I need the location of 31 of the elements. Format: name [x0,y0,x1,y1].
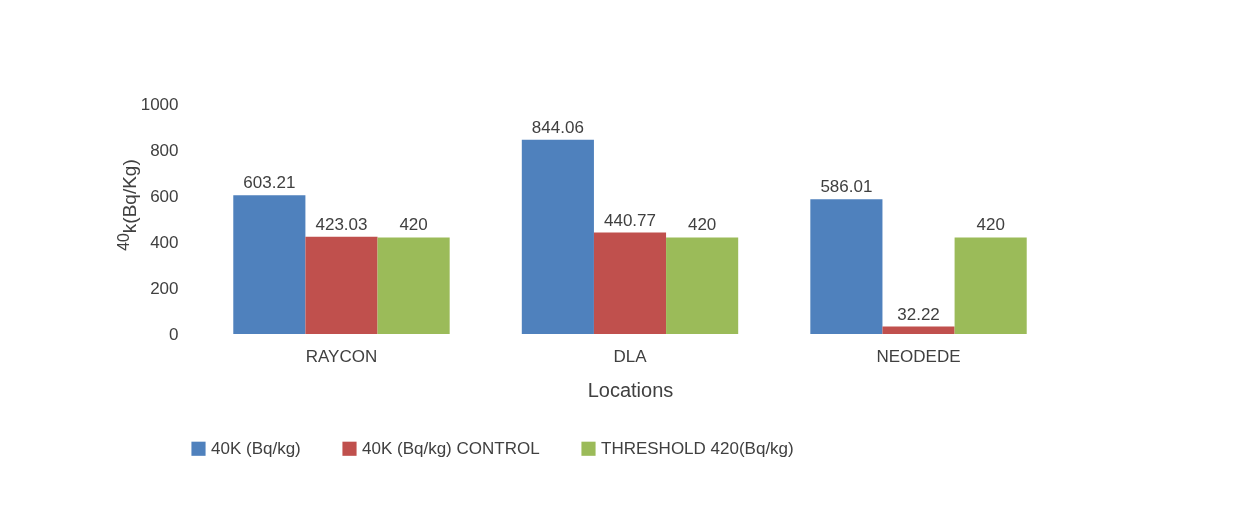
bar [666,237,739,334]
bar [593,232,667,334]
x-tick-label: RAYCON [305,346,378,366]
bar [954,237,1027,334]
legend-label: 40K (Bq/kg) [211,438,301,458]
data-label: 586.01 [820,177,873,197]
y-tick-label: 600 [150,186,179,206]
data-label: 32.22 [897,304,940,324]
y-tick-label: 200 [150,278,179,298]
bar [377,237,450,334]
data-label: 423.03 [315,214,368,234]
bar [521,139,594,334]
data-label: 603.21 [243,173,296,193]
legend-label: THRESHOLD 420(Bq/kg) [601,438,794,458]
bar [233,195,306,334]
bar [305,236,378,334]
data-label: 420 [399,215,428,235]
x-axis-title: Locations [587,378,674,401]
y-tick-label: 1000 [140,94,179,114]
y-tick-label: 400 [150,232,179,252]
data-label: 420 [687,215,717,235]
y-tick-label: 800 [150,140,179,160]
bar [882,326,955,334]
x-tick-label: DLA [613,346,648,366]
data-label: 420 [976,215,1005,235]
x-tick-label: NEODEDE [876,346,961,366]
data-label: 440.77 [604,210,656,230]
y-tick-label: 0 [169,324,179,344]
legend-label: 40K (Bq/kg) CONTROL [362,438,540,458]
data-label: 844.06 [531,117,584,137]
bar [810,199,883,334]
